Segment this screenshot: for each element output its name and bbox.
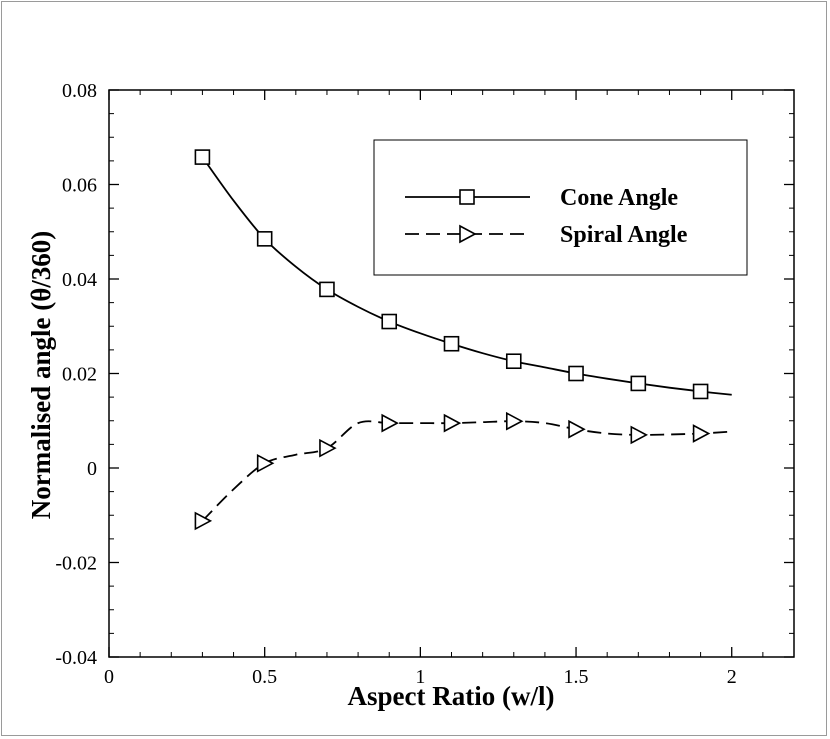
cone-angle-point xyxy=(505,353,522,370)
legend-cone-angle-marker xyxy=(459,189,475,205)
spiral-angle-point xyxy=(505,411,524,431)
y-tick-label: -0.04 xyxy=(55,647,97,669)
x-tick-label: 1.5 xyxy=(564,666,589,688)
legend-cone-angle-label: Cone Angle xyxy=(560,185,678,211)
series-spiral-angle xyxy=(194,411,732,531)
spiral-angle-line xyxy=(201,420,732,522)
legend-spiral-angle-label: Spiral Angle xyxy=(560,222,688,248)
spiral-angle-point xyxy=(692,424,711,443)
cone-angle-point xyxy=(630,375,647,392)
y-tick-label: 0.06 xyxy=(62,175,97,197)
cone-angle-point xyxy=(568,365,584,382)
y-tick-label: 0.02 xyxy=(62,364,97,386)
x-axis-title: Aspect Ratio (w/l) xyxy=(348,681,555,711)
cone-angle-point xyxy=(256,231,273,247)
spiral-angle-point xyxy=(256,453,275,473)
y-tick-label: -0.02 xyxy=(55,553,97,575)
spiral-angle-point xyxy=(630,425,649,445)
y-tick-label: 0.04 xyxy=(62,269,97,291)
x-tick-label: 0 xyxy=(104,666,114,688)
x-tick-label: 2 xyxy=(727,666,737,688)
cone-angle-point xyxy=(194,149,211,165)
legend: Cone Angle Spiral Angle xyxy=(373,139,748,276)
spiral-angle-point xyxy=(443,413,462,433)
spiral-angle-point xyxy=(319,438,337,458)
y-axis-title: Normalised angle (θ/360) xyxy=(26,231,56,520)
y-tick-label: 0 xyxy=(87,458,97,480)
x-tick-label: 0.5 xyxy=(252,666,277,688)
cone-angle-point xyxy=(692,383,709,400)
plot-area: 0 0.5 1 1.5 2 -0.04 -0.02 0 0.02 0.04 0.06 0.08 xyxy=(55,80,795,688)
spiral-angle-point xyxy=(381,413,399,433)
cone-angle-point xyxy=(381,313,398,330)
cone-angle-point xyxy=(443,335,460,352)
cone-angle-point xyxy=(319,281,335,298)
spiral-angle-point xyxy=(568,419,586,439)
legend-spiral-angle-marker xyxy=(459,224,477,244)
series-cone-angle xyxy=(194,149,732,400)
spiral-angle-point xyxy=(194,511,213,531)
legend-box xyxy=(373,139,748,276)
y-tick-label: 0.08 xyxy=(62,80,97,102)
x-tick-label: 1 xyxy=(415,666,425,688)
